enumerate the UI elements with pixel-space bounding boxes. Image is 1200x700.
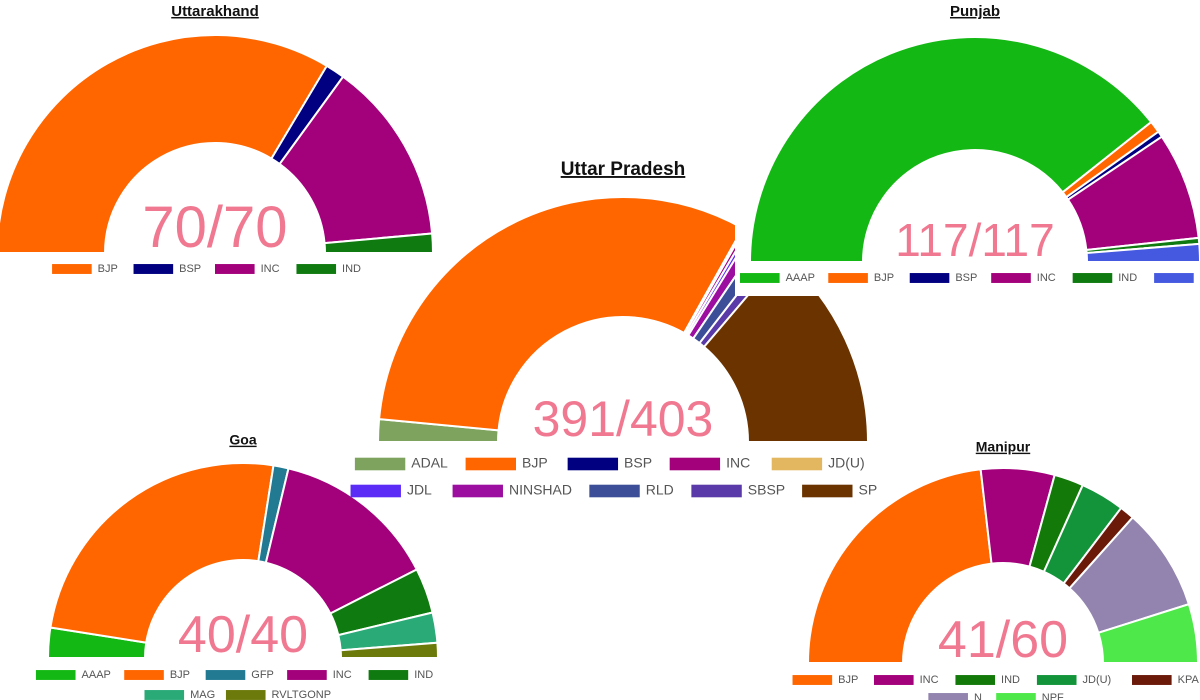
legend-swatch [133,264,174,274]
legend-label: INC [726,455,750,471]
legend-label: BSP [624,455,652,471]
legend-label: BJP [874,272,894,284]
center-label: 117/117 [895,214,1054,266]
legend-swatch [589,484,640,498]
legend-label: KPA [1178,674,1200,686]
segment [806,468,993,664]
legend-swatch [802,484,853,498]
chart: Uttarakhand 70/70 BJP BSP INC IND [0,3,435,275]
legend-swatch [124,670,164,680]
legend-swatch [1132,675,1172,685]
chart: Goa 40/40 AAAP BJP GFP INC IND MAG RVLTGONP [0,430,470,700]
legend-label: N [974,692,982,700]
legend-label: BJP [98,263,118,275]
center-label: 391/403 [533,391,714,447]
legend-swatch [909,273,950,283]
legend-swatch [368,670,409,680]
legend-label: AAAP [786,272,815,284]
legend-swatch [1072,273,1113,283]
legend-label: BJP [170,669,190,681]
legend-swatch [215,264,255,274]
legend-swatch [996,693,1036,700]
legend-swatch [35,670,76,680]
legend-label: MAG [190,689,215,700]
legend-swatch [691,484,742,498]
chart-title: Punjab [950,3,1000,20]
chart: Uttar Pradesh 391/403 ADAL BJP BSP INC JD(U) JD… [350,159,878,498]
legend-swatch [873,675,914,685]
segment [702,254,870,443]
segment [278,75,434,245]
legend-label: RLD [646,482,674,498]
legend-swatch [828,273,868,283]
center-label: 40/40 [178,606,308,664]
legend-swatch [296,264,337,274]
legend-swatch [354,457,406,471]
legend-swatch [287,670,327,680]
chart-title: Uttarakhand [171,3,259,20]
legend-label: IND [342,263,361,275]
legend-label: JD(U) [1083,674,1112,686]
legend-label: IND [1001,674,1020,686]
legend-label: JD(U) [828,455,865,471]
legend-label: BJP [838,674,858,686]
legend-swatch [350,484,401,498]
legend-swatch [669,457,721,471]
legend-label: GFP [251,669,274,681]
legend-label: AAAP [82,669,111,681]
legend-swatch [465,457,516,471]
segment [323,232,435,254]
legend-swatch [567,457,619,471]
legend-swatch [144,690,185,700]
chart: Manipur 41/60 BJP INC IND JD(U) KPA N NPF [760,435,1200,700]
legend-swatch [1036,675,1077,685]
legend-label: SBSP [748,482,785,498]
legend-label: BSP [955,272,977,284]
chart-title: Goa [229,432,256,448]
center-label: 70/70 [142,195,287,260]
legend-swatch [955,675,996,685]
chart-title: Manipur [976,439,1031,455]
legend-swatch [452,484,503,498]
segment [1097,602,1200,664]
legend-label: INC [333,669,352,681]
legend-swatch [792,675,833,685]
chart-title: Uttar Pradesh [561,159,686,180]
legend-label: ADAL [411,455,448,471]
legend-label: BJP [522,455,548,471]
legend-label: IND [1118,272,1137,284]
legend-swatch [1154,273,1194,283]
segment [339,641,440,659]
legend-swatch [740,273,780,283]
segment [49,462,275,644]
legend-label: INC [1037,272,1056,284]
legend-label: INC [920,674,939,686]
legend-label: INC [261,263,280,275]
legend-label: NPF [1042,692,1064,700]
legend-label: RVLTGONP [272,689,332,700]
legend-label: BSP [179,263,201,275]
legend-label: IND [414,669,433,681]
segment [0,34,329,254]
center-label: 41/60 [938,611,1068,669]
segment [748,36,1153,263]
segment [377,196,745,432]
legend-label: SP [859,482,878,498]
legend-swatch [771,457,823,471]
legend-label: NINSHAD [509,482,572,498]
legend-swatch [991,273,1031,283]
legend-swatch [928,693,968,700]
legend-swatch [52,264,92,274]
legend-swatch [225,690,266,700]
legend-label: JDL [407,482,432,498]
legend-swatch [205,670,246,680]
